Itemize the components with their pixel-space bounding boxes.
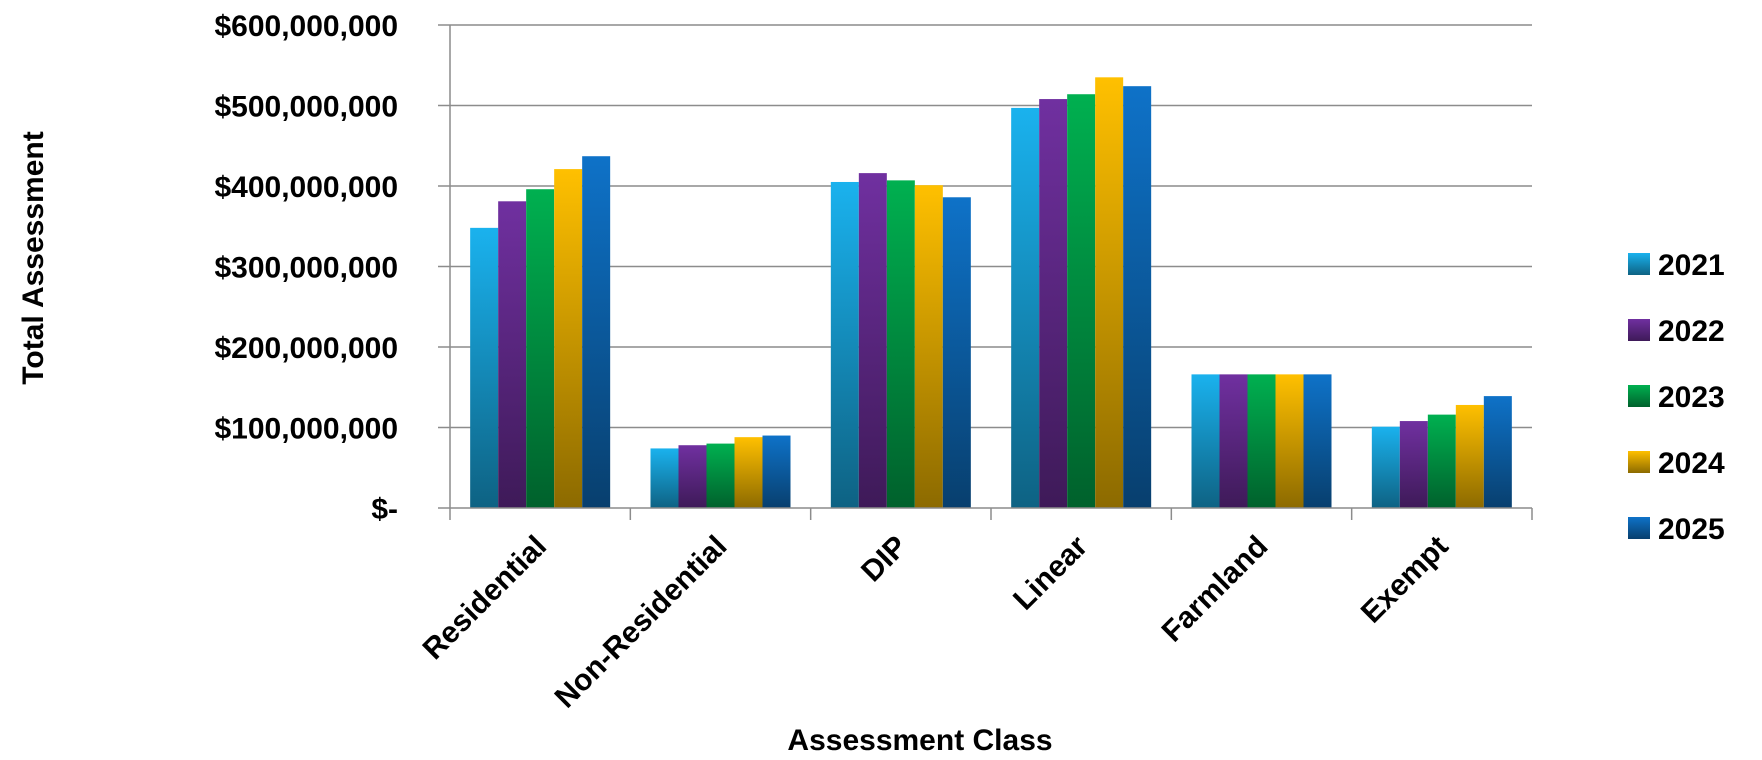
bar-2023-residential	[526, 189, 555, 508]
y-tick-label: $400,000,000	[214, 171, 398, 204]
bar-2023-linear	[1067, 94, 1096, 508]
bar-2023-farmland	[1247, 374, 1276, 508]
bar-2025-non-residential	[762, 435, 791, 508]
legend-swatch	[1628, 385, 1650, 407]
axes	[449, 25, 1533, 520]
x-axis-title: Assessment Class	[787, 724, 1052, 757]
legend-label: 2023	[1658, 381, 1725, 414]
bar-2021-farmland	[1191, 374, 1220, 508]
bar-2022-linear	[1039, 99, 1068, 508]
bar-2021-exempt	[1371, 426, 1400, 508]
x-tick-label: Residential	[417, 530, 554, 667]
bar-2024-dip	[914, 185, 943, 508]
bar-2021-dip	[830, 181, 859, 508]
bar-2024-residential	[554, 169, 583, 508]
legend-swatch	[1628, 451, 1650, 473]
legend-swatch	[1628, 517, 1650, 539]
bar-2022-residential	[498, 201, 527, 509]
bar-2025-farmland	[1303, 374, 1332, 508]
legend-label: 2022	[1658, 315, 1725, 348]
bar-2025-dip	[942, 197, 971, 508]
bar-2022-exempt	[1399, 421, 1428, 508]
bar-2022-dip	[858, 173, 887, 508]
bar-2021-residential	[470, 227, 499, 509]
bar-2024-exempt	[1455, 404, 1484, 508]
bar-2022-non-residential	[678, 445, 707, 508]
x-tick-label: Non-Residential	[549, 530, 734, 715]
legend-label: 2021	[1658, 249, 1725, 282]
y-tick-label: $100,000,000	[214, 413, 398, 446]
bar-2021-non-residential	[650, 448, 679, 508]
bar-2025-linear	[1123, 86, 1152, 509]
bar-2024-farmland	[1275, 374, 1304, 508]
legend-label: 2025	[1658, 513, 1725, 546]
bar-2024-non-residential	[734, 437, 763, 508]
y-tick-label: $500,000,000	[214, 91, 398, 124]
legend-swatch	[1628, 319, 1650, 341]
y-tick-label: $600,000,000	[214, 10, 398, 43]
legend-label: 2024	[1658, 447, 1725, 480]
bar-2023-non-residential	[706, 443, 735, 508]
y-tick-label: $200,000,000	[214, 332, 398, 365]
x-tick-label: Linear	[1007, 529, 1094, 616]
y-tick-label: $-	[371, 493, 398, 526]
x-tick-label: DIP	[855, 530, 914, 589]
legend: 2021 2022 2023 2024 2025	[1628, 249, 1725, 546]
bar-2022-farmland	[1219, 374, 1248, 508]
bar-2023-dip	[886, 180, 915, 509]
bar-2025-residential	[582, 156, 611, 508]
y-axis-title: Total Assessment	[17, 131, 50, 384]
bar-2023-exempt	[1427, 414, 1456, 508]
x-tick-label: Farmland	[1156, 530, 1275, 649]
gridlines	[438, 24, 1532, 509]
bar-2025-exempt	[1483, 396, 1512, 508]
bar-2024-linear	[1095, 77, 1124, 508]
legend-swatch	[1628, 253, 1650, 275]
bar-2021-linear	[1011, 107, 1040, 508]
bars	[470, 77, 1512, 509]
y-tick-labels: $- $100,000,000 $200,000,000 $300,000,000 $4…	[214, 10, 398, 526]
y-tick-label: $300,000,000	[214, 252, 398, 285]
x-tick-label: Exempt	[1355, 530, 1455, 630]
